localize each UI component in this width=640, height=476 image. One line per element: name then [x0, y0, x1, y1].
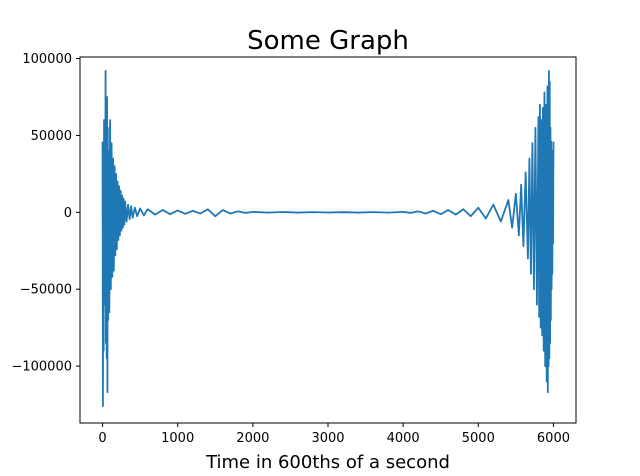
x-tick-label: 2000: [236, 431, 269, 446]
x-tick-label: 1000: [161, 431, 194, 446]
y-tick-label: −100000: [11, 360, 72, 375]
x-tick-label: 5000: [462, 431, 495, 446]
x-tick-label: 4000: [387, 431, 420, 446]
series-line-0: [101, 69, 555, 407]
chart-title: Some Graph: [247, 26, 409, 56]
x-axis-label: Time in 600ths of a second: [205, 452, 450, 473]
x-tick-label: 6000: [537, 431, 570, 446]
y-tick-label: 50000: [31, 129, 72, 144]
x-tick-label: 3000: [311, 431, 344, 446]
y-tick-label: 100000: [22, 52, 72, 67]
plot-area: [101, 69, 555, 407]
y-tick-label: −50000: [20, 283, 72, 298]
y-tick-label: 0: [64, 206, 72, 221]
ticks: 0 1000 2000 3000 4000 5000 6000 −100000 −50000 0 5…: [11, 52, 570, 446]
x-tick-label: 0: [98, 431, 106, 446]
